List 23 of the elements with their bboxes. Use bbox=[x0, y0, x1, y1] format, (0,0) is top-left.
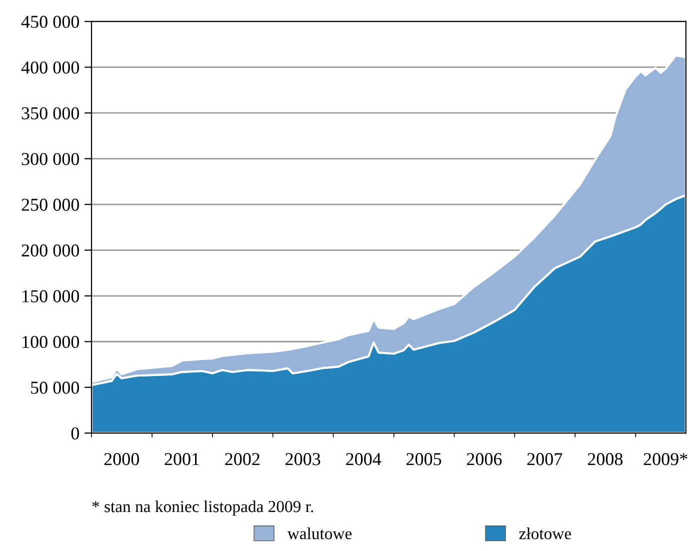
y-tick-label: 400 000 bbox=[21, 61, 80, 74]
y-tick-label: 50 000 bbox=[31, 382, 80, 394]
y-tick-label: 350 000 bbox=[22, 107, 80, 120]
y-tick-label: 450 000 bbox=[21, 16, 80, 28]
x-tick-label: 2005 bbox=[406, 453, 442, 466]
x-tick-label: 2009* bbox=[644, 453, 688, 466]
x-tick-label: 2008 bbox=[588, 453, 623, 466]
x-tick-label: 2001 bbox=[164, 453, 199, 466]
y-tick-label: 0 bbox=[71, 427, 80, 440]
y-tick-label: 200 000 bbox=[22, 244, 80, 257]
x-tick-label: 2006 bbox=[466, 453, 502, 466]
text: * stan na koniec listopada 2009 r. bbox=[92, 500, 314, 516]
x-tick-label: 2004 bbox=[346, 453, 382, 466]
y-tick-label: 150 000 bbox=[22, 290, 80, 302]
legend-label: złotowe bbox=[519, 527, 571, 540]
x-tick-label: 2003 bbox=[286, 453, 320, 466]
x-tick-label: 2000 bbox=[104, 453, 139, 466]
x-tick-label: 2007 bbox=[527, 453, 562, 466]
y-tick-label: 100 000 bbox=[22, 336, 80, 348]
x-tick-label: 2002 bbox=[225, 453, 260, 466]
y-tick-label: 250 000 bbox=[22, 198, 80, 211]
y-tick-label: 300 000 bbox=[22, 152, 80, 166]
legend-label: walutowe bbox=[287, 527, 352, 540]
